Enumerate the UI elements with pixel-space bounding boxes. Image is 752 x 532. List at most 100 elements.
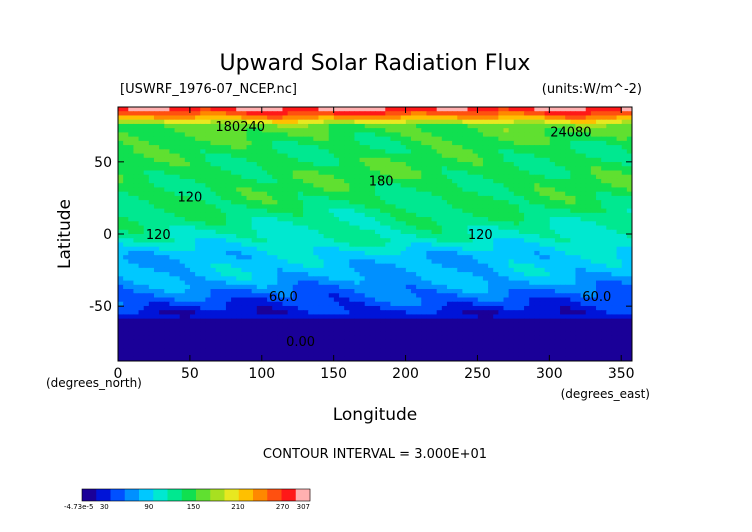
heatmap-cell [308, 166, 314, 172]
heatmap-cell [529, 204, 535, 210]
heatmap-cell [231, 289, 237, 294]
heatmap-cell [621, 191, 628, 197]
heatmap-cell [621, 221, 628, 227]
heatmap-cell [133, 191, 140, 197]
heatmap-cell [282, 284, 289, 290]
heatmap-cell [323, 229, 330, 235]
heatmap-cell [380, 136, 386, 142]
heatmap-cell [395, 217, 402, 222]
heatmap-cell [544, 284, 551, 290]
heatmap-cell [282, 259, 289, 265]
heatmap-cell [580, 191, 587, 197]
heatmap-cell [215, 250, 222, 256]
heatmap-cell [189, 259, 196, 265]
heatmap-cell [395, 174, 402, 180]
heatmap-cell [544, 187, 551, 193]
heatmap-cell [508, 280, 515, 286]
heatmap-cell [513, 221, 520, 227]
heatmap-cell [410, 314, 417, 320]
heatmap-cell [195, 242, 201, 248]
heatmap-cell [472, 238, 479, 244]
heatmap-cell [128, 200, 135, 205]
heatmap-cell [539, 242, 546, 248]
heatmap-cell [359, 115, 366, 121]
heatmap-cell [462, 255, 469, 260]
heatmap-cell [596, 140, 602, 146]
heatmap-cell [503, 111, 510, 117]
heatmap-cell [565, 119, 571, 125]
heatmap-cell [467, 238, 474, 244]
heatmap-cell [421, 246, 427, 252]
heatmap-cell [395, 272, 402, 277]
heatmap-cell [575, 174, 582, 180]
heatmap-cell [323, 280, 330, 286]
heatmap-cell [493, 272, 499, 277]
heatmap-cell [349, 305, 356, 311]
heatmap-cell [179, 272, 186, 277]
heatmap-cell [354, 187, 361, 193]
heatmap-cell [272, 195, 278, 201]
heatmap-cell [626, 284, 632, 290]
heatmap-cell [128, 136, 135, 142]
heatmap-cell [524, 259, 530, 265]
heatmap-cell [184, 242, 191, 248]
heatmap-cell [133, 267, 140, 273]
heatmap-cell [200, 255, 206, 260]
heatmap-cell [529, 200, 535, 205]
heatmap-cell [267, 242, 273, 248]
heatmap-cell [143, 229, 150, 235]
heatmap-cell [267, 166, 273, 172]
heatmap-cell [297, 191, 304, 197]
heatmap-cell [231, 246, 237, 252]
heatmap-cell [446, 153, 453, 159]
heatmap-cell [400, 259, 407, 265]
heatmap-cell [446, 267, 453, 273]
heatmap-cell [539, 170, 546, 176]
heatmap-cell [601, 310, 607, 316]
heatmap-cell [231, 136, 237, 142]
heatmap-cell [210, 234, 217, 239]
heatmap-cell [621, 153, 628, 159]
heatmap-cell [385, 259, 392, 265]
heatmap-cell [513, 149, 520, 155]
heatmap-cell [220, 272, 227, 277]
heatmap-cell [549, 272, 556, 277]
heatmap-cell [369, 204, 376, 210]
heatmap-cell [215, 200, 222, 205]
heatmap-cell [148, 111, 155, 117]
heatmap-cell [452, 263, 458, 269]
heatmap-cell [626, 229, 632, 235]
heatmap-cell [174, 225, 181, 231]
heatmap-cell [452, 229, 458, 235]
heatmap-cell [590, 289, 597, 294]
heatmap-cell [210, 255, 217, 260]
heatmap-cell [277, 195, 284, 201]
heatmap-cell [200, 132, 206, 138]
heatmap-cell [313, 157, 320, 163]
heatmap-cell [560, 195, 566, 201]
heatmap-cell [580, 280, 587, 286]
heatmap-cell [359, 305, 366, 311]
heatmap-cell [596, 263, 602, 269]
heatmap-cell [292, 259, 299, 265]
heatmap-cell [616, 246, 623, 252]
heatmap-cell [611, 267, 618, 273]
heatmap-cell [482, 263, 489, 269]
heatmap-cell [292, 157, 299, 163]
heatmap-cell [462, 149, 469, 155]
heatmap-cell [344, 195, 350, 201]
heatmap-cell [400, 221, 407, 227]
heatmap-cell [215, 301, 222, 307]
heatmap-cell [225, 145, 232, 150]
heatmap-cell [354, 259, 361, 265]
heatmap-cell [616, 149, 623, 155]
heatmap-cell [436, 289, 443, 294]
heatmap-cell [200, 284, 206, 290]
heatmap-cell [508, 289, 515, 294]
heatmap-cell [503, 157, 510, 163]
heatmap-cell [493, 255, 499, 260]
heatmap-cell [118, 293, 124, 299]
heatmap-cell [596, 191, 602, 197]
heatmap-cell [164, 123, 170, 129]
heatmap-cell [596, 310, 602, 316]
